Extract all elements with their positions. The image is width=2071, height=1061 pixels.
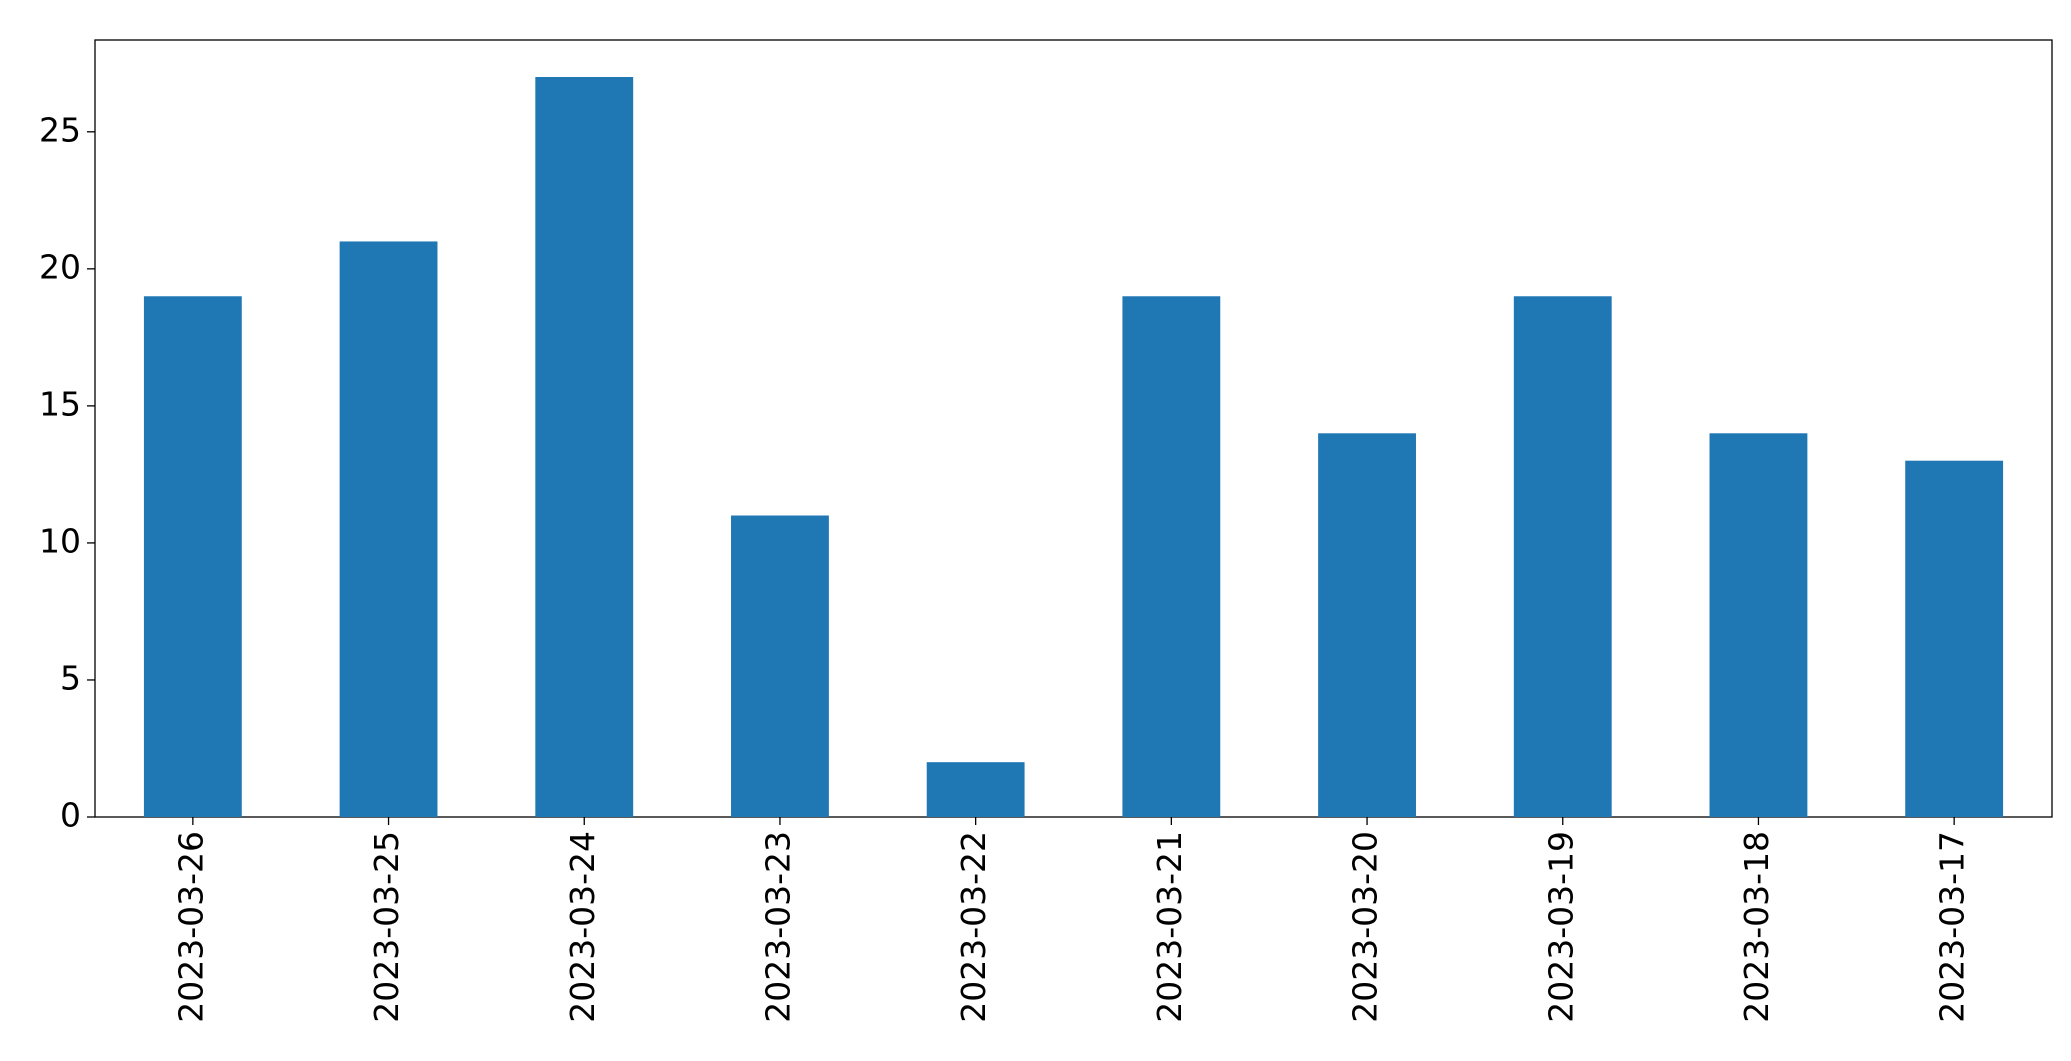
x-tick-label: 2023-03-21	[1150, 831, 1189, 1023]
bar	[535, 77, 634, 817]
y-tick-label: 20	[39, 247, 81, 286]
bar	[1513, 296, 1612, 817]
y-tick-label: 25	[39, 110, 81, 149]
y-tick-label: 5	[60, 658, 81, 697]
x-tick-label: 2023-03-23	[758, 831, 797, 1023]
bar	[1122, 296, 1221, 817]
bar	[339, 241, 438, 817]
x-tick-label: 2023-03-24	[563, 831, 602, 1023]
x-tick-label: 2023-03-22	[954, 831, 993, 1023]
bar	[1318, 433, 1416, 817]
y-tick-label: 10	[39, 521, 81, 560]
bar	[1709, 433, 1808, 817]
y-tick-label: 15	[39, 384, 81, 423]
bar	[926, 762, 1025, 817]
bar	[1905, 460, 2004, 817]
x-tick-label: 2023-03-26	[171, 831, 210, 1023]
x-tick-label: 2023-03-17	[1933, 831, 1972, 1023]
x-tick-label: 2023-03-25	[367, 831, 406, 1023]
x-tick-label: 2023-03-20	[1346, 831, 1385, 1023]
bar	[143, 296, 242, 817]
plot-frame	[94, 39, 2053, 818]
bar	[731, 515, 829, 817]
x-tick-label: 2023-03-19	[1541, 831, 1580, 1023]
x-tick-label: 2023-03-18	[1737, 831, 1776, 1023]
y-tick-label: 0	[60, 796, 81, 835]
